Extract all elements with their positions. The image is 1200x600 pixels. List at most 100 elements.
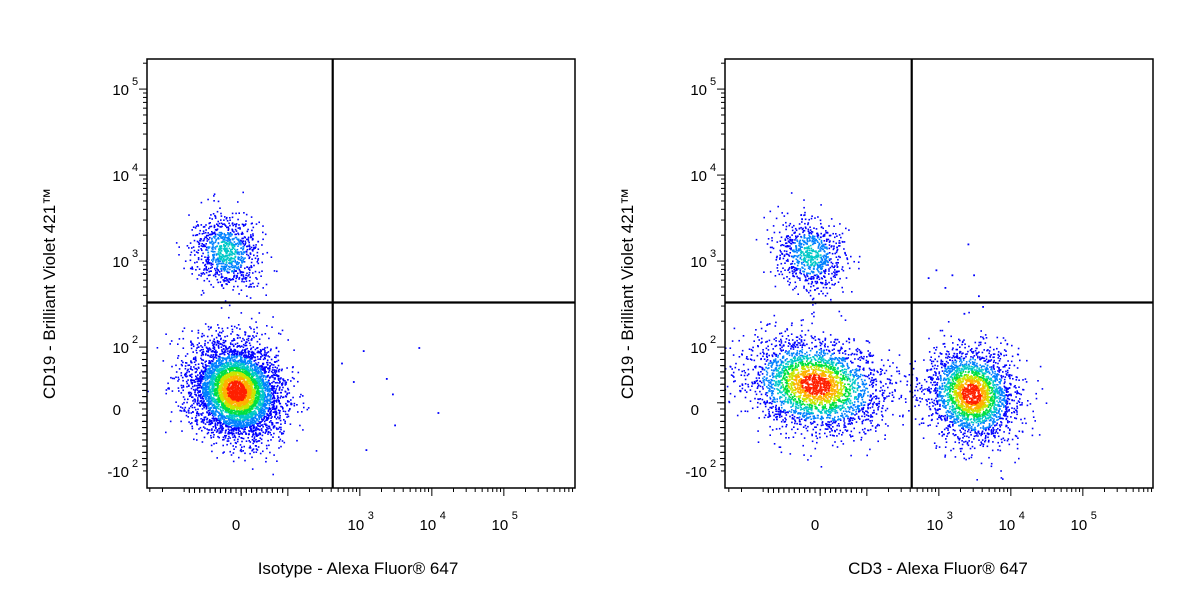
event-point: [197, 392, 199, 394]
event-point: [242, 352, 244, 354]
event-point: [207, 387, 210, 389]
event-point: [204, 392, 206, 394]
event-point: [233, 285, 235, 288]
event-point: [203, 387, 205, 389]
event-point: [220, 409, 222, 412]
event-point: [278, 370, 280, 373]
event-point: [221, 403, 223, 406]
event-point: [282, 379, 285, 382]
event-point: [261, 384, 264, 387]
event-point: [204, 363, 207, 366]
event-point: [240, 367, 242, 369]
event-point: [223, 420, 225, 423]
event-point: [237, 426, 239, 429]
event-point: [178, 338, 181, 340]
event-point: [226, 271, 229, 274]
event-point: [256, 397, 258, 399]
event-point: [269, 397, 271, 400]
event-point: [184, 355, 187, 357]
event-point: [248, 353, 250, 356]
event-point: [243, 412, 246, 415]
event-point: [233, 417, 236, 420]
event-point: [206, 350, 208, 353]
event-point: [208, 362, 210, 365]
event-point: [202, 402, 204, 404]
event-point: [251, 418, 253, 421]
event-point: [227, 418, 230, 420]
event-point: [267, 374, 270, 377]
event-point: [232, 436, 234, 438]
event-point: [214, 384, 217, 387]
event-point: [233, 348, 236, 351]
event-point: [271, 397, 274, 400]
event-point: [216, 417, 218, 420]
event-point: [211, 218, 213, 220]
event-point: [251, 367, 254, 370]
event-point: [279, 333, 282, 335]
event-point: [226, 216, 228, 219]
event-point: [226, 242, 229, 245]
event-point: [218, 271, 221, 273]
event-point: [260, 428, 263, 430]
event-point: [191, 381, 194, 384]
event-point: [218, 417, 220, 419]
event-point: [260, 375, 262, 378]
event-point: [225, 405, 227, 407]
event-point: [228, 259, 230, 262]
event-point: [204, 236, 206, 238]
event-point: [253, 413, 255, 416]
event-point: [226, 405, 228, 408]
event-point: [209, 420, 212, 422]
event-point: [211, 233, 213, 235]
event-point: [258, 312, 261, 314]
event-point: [242, 223, 245, 226]
event-point: [230, 371, 232, 374]
event-point: [270, 439, 272, 441]
event-point: [214, 391, 216, 394]
event-point: [258, 373, 260, 375]
event-point: [177, 357, 179, 359]
event-point: [247, 354, 249, 357]
event-point: [218, 411, 220, 414]
event-point: [221, 431, 223, 433]
event-point: [270, 420, 272, 422]
event-point: [250, 411, 252, 413]
event-point: [272, 316, 274, 318]
event-point: [236, 414, 238, 416]
event-point: [214, 356, 216, 359]
event-point: [249, 399, 252, 402]
event-point: [201, 358, 203, 361]
event-point: [267, 430, 270, 433]
event-point: [282, 386, 284, 389]
event-point: [271, 424, 273, 426]
event-point: [230, 333, 232, 335]
event-point: [275, 413, 277, 415]
event-point: [266, 346, 269, 349]
event-point: [236, 274, 238, 277]
event-point: [266, 383, 268, 385]
event-point: [263, 369, 265, 372]
event-point: [251, 371, 254, 374]
event-point: [254, 368, 257, 371]
event-point: [268, 369, 271, 372]
event-point: [246, 253, 248, 256]
event-point: [274, 407, 277, 410]
event-point: [213, 195, 215, 197]
event-point: [233, 245, 236, 248]
event-point: [250, 339, 253, 341]
event-point: [253, 372, 255, 374]
event-point: [201, 245, 204, 248]
event-point: [202, 359, 205, 361]
event-point: [279, 419, 282, 422]
event-point: [234, 228, 237, 231]
event-point: [245, 417, 247, 420]
event-point: [219, 335, 221, 337]
event-point: [287, 410, 290, 412]
event-point: [279, 438, 282, 441]
event-point: [225, 360, 228, 362]
event-point: [253, 369, 256, 372]
event-point: [252, 364, 255, 367]
event-point: [256, 371, 259, 373]
event-point: [224, 242, 227, 244]
event-point: [256, 278, 258, 280]
